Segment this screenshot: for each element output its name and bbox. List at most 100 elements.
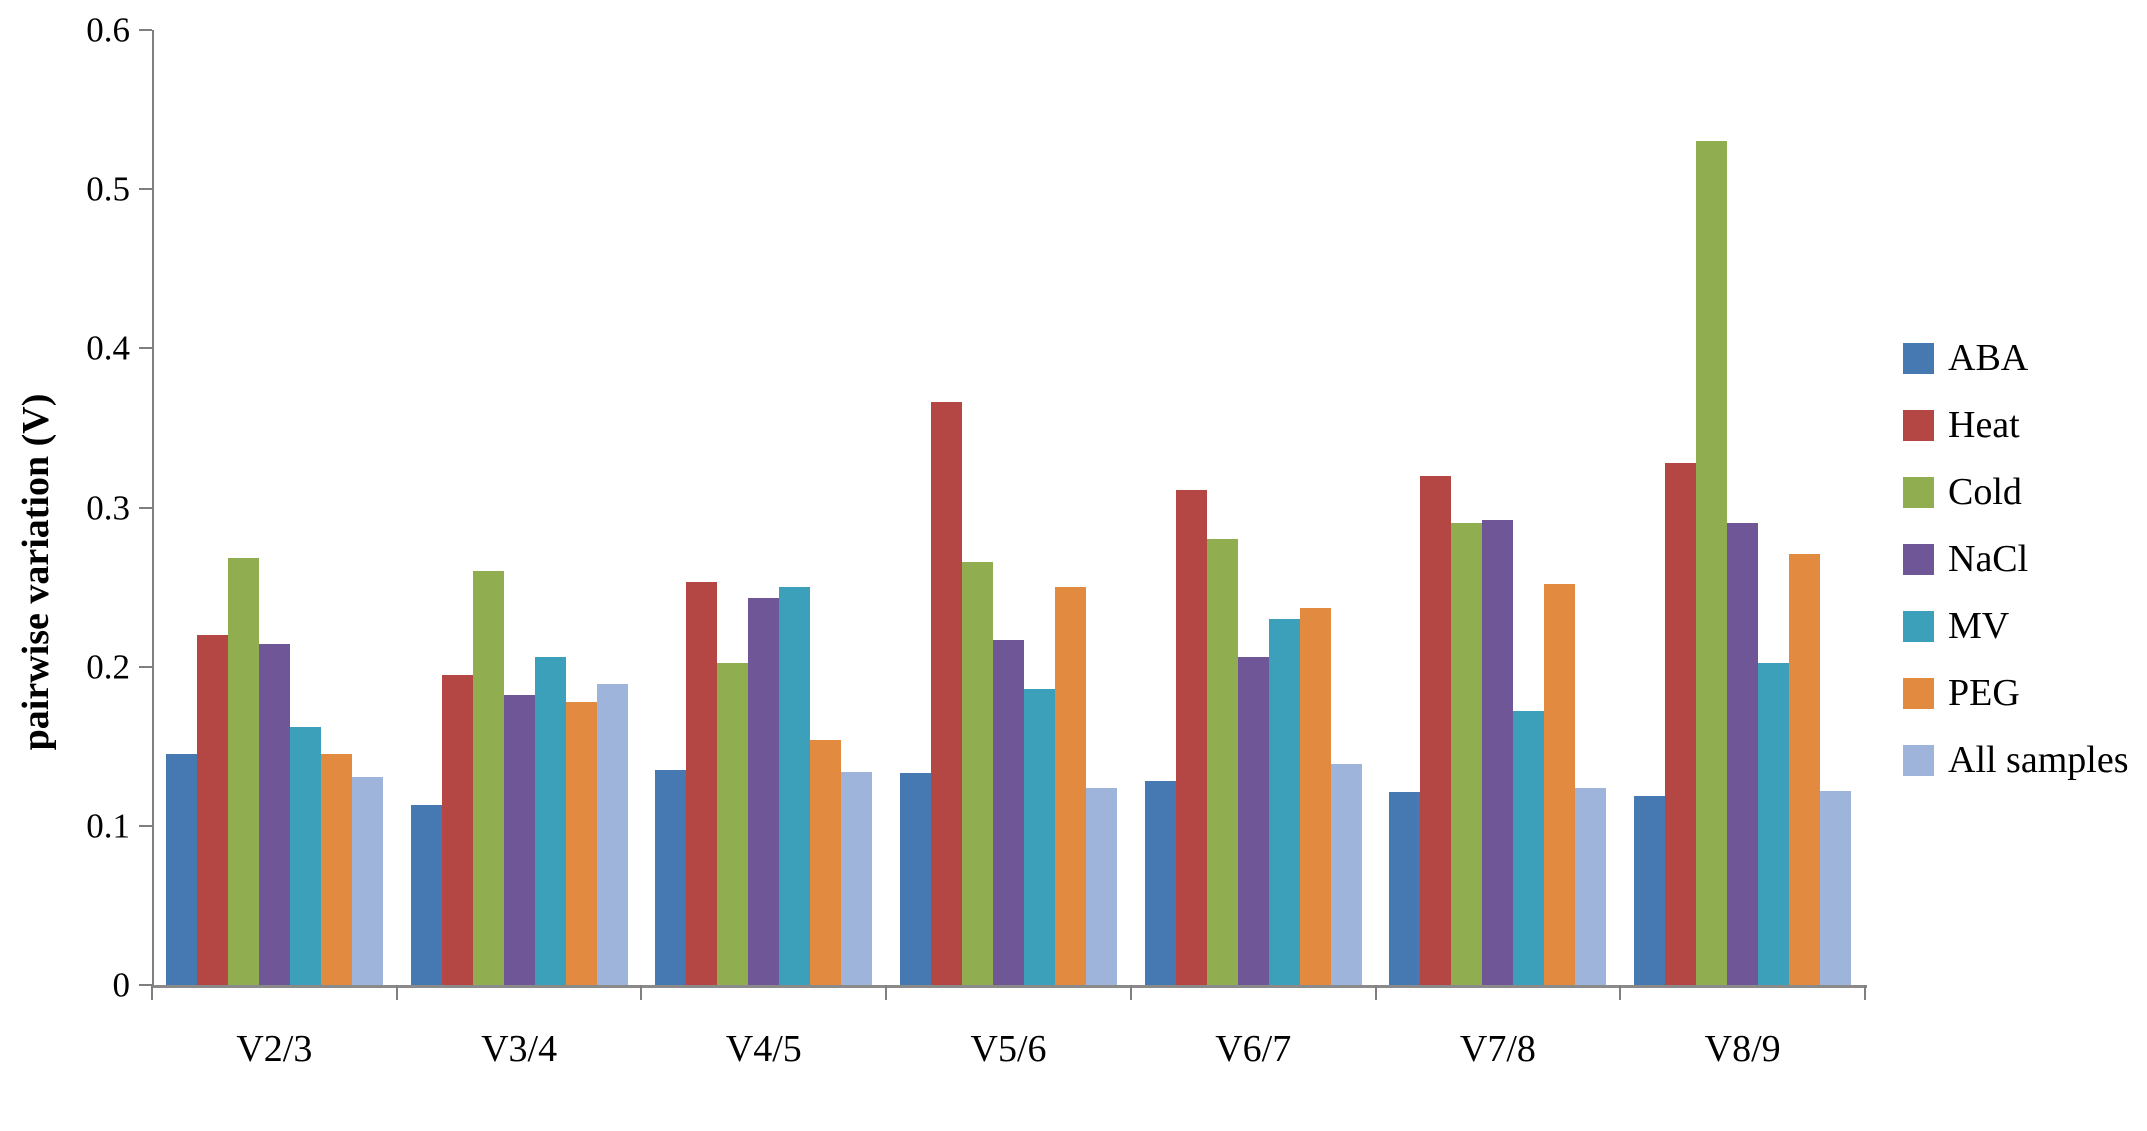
y-tick-label: 0.4 [86,328,130,368]
bar-heat [196,634,228,985]
y-tick-mark [139,188,152,191]
legend-label: Heat [1948,404,2020,446]
bar-group-v3-4 [397,30,642,985]
legend-swatch-icon [1903,476,1934,508]
y-tick-label: 0.3 [86,488,130,527]
bar-heat [1420,475,1452,985]
x-tick-mark [1129,985,1132,1000]
legend-swatch-icon [1903,342,1934,374]
legend-label: NaCl [1948,538,2029,580]
bar-aba [410,805,442,985]
y-tick-label: 0.6 [86,10,130,50]
bar-all-samples [841,771,873,985]
bar-all-samples [596,684,628,985]
bar-nacl [992,639,1024,985]
x-category-label: V6/7 [1215,1028,1292,1070]
legend-swatch-icon [1903,744,1934,776]
y-tick-label: 0.2 [86,647,130,687]
legend-item-aba: ABA [1903,338,2028,378]
bar-all-samples [1085,787,1117,985]
y-tick-label: 0 [112,965,131,1005]
bar-all-samples [1575,787,1607,985]
bar-nacl [1237,657,1269,985]
x-category-label: V2/3 [236,1028,313,1070]
y-tick-mark [139,29,152,31]
bar-cold [1696,141,1728,985]
legend-label: All samples [1948,739,2129,781]
y-tick-mark [139,506,152,509]
bar-peg [565,701,597,985]
bar-aba [899,773,931,985]
bar-peg [1299,607,1331,985]
bar-nacl [258,644,290,985]
bar-group-v8-9 [1620,30,1865,985]
y-axis-line [152,30,154,987]
bar-nacl [503,695,535,985]
bar-mv [1023,688,1055,985]
legend-label: MV [1948,605,2010,647]
bar-peg [320,754,352,985]
legend-item-all-samples: All samples [1903,740,2128,780]
bar-heat [441,674,473,985]
legend-item-cold: Cold [1903,472,2022,512]
bar-cold [227,558,259,985]
legend-swatch-icon [1903,543,1934,575]
x-tick-mark [1864,985,1866,1000]
bar-all-samples [1820,790,1852,985]
x-tick-mark [395,985,398,1000]
bar-cold [1451,523,1483,985]
bar-mv [779,587,811,985]
bar-heat [686,582,718,985]
bar-cold [717,663,749,985]
bar-mv [534,657,566,985]
bar-heat [1175,490,1207,985]
x-tick-mark [885,985,888,1000]
bar-nacl [1482,520,1514,985]
bar-aba [1389,792,1421,985]
y-tick-mark [139,984,152,986]
y-tick-mark [139,347,152,350]
y-axis-title: pairwise variation (V) [15,393,57,751]
bar-aba [1634,795,1666,985]
y-tick-mark [139,824,152,827]
bar-peg [1544,583,1576,985]
y-tick-label: 0.5 [86,169,130,209]
bar-peg [810,739,842,985]
bar-group-v7-8 [1376,30,1621,985]
bar-heat [1665,462,1697,985]
x-tick-mark [1374,985,1377,1000]
bar-heat [930,402,962,985]
bar-all-samples [351,776,383,985]
legend-item-nacl: NaCl [1903,539,2028,579]
y-tick-label: 0.1 [86,806,130,846]
legend-label: Cold [1948,471,2022,513]
bar-mv [1268,618,1300,985]
x-tick-mark [151,985,153,1000]
legend-label: PEG [1948,672,2020,714]
bar-peg [1054,587,1086,985]
x-category-label: V8/9 [1704,1028,1781,1070]
bar-aba [655,770,687,985]
bar-group-v2-3 [152,30,397,985]
legend-item-heat: Heat [1903,405,2020,445]
legend-item-peg: PEG [1903,673,2020,713]
y-tick-mark [139,665,152,668]
bar-group-v6-7 [1131,30,1376,985]
bar-nacl [748,598,780,985]
legend-swatch-icon [1903,610,1934,642]
bar-aba [165,754,197,985]
bar-cold [472,571,504,985]
bar-mv [1513,711,1545,985]
x-tick-mark [1619,985,1622,1000]
bar-group-v4-5 [641,30,886,985]
x-category-label: V7/8 [1459,1028,1536,1070]
x-category-label: V4/5 [725,1028,802,1070]
x-category-label: V5/6 [970,1028,1047,1070]
bar-mv [289,727,321,985]
bar-peg [1789,553,1821,985]
legend-swatch-icon [1903,409,1934,441]
bar-mv [1758,663,1790,985]
bar-nacl [1727,523,1759,985]
bar-cold [961,561,993,985]
